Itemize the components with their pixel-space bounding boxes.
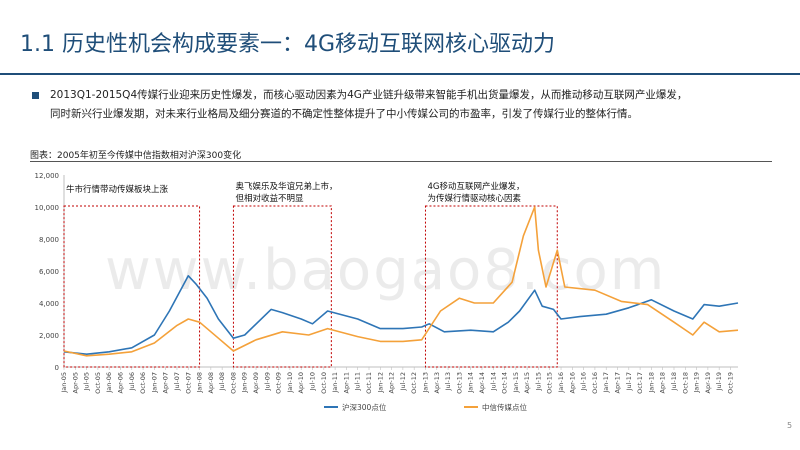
x-tick-label: Jan-14 — [467, 372, 475, 394]
page-number: 5 — [787, 421, 793, 430]
title-divider — [0, 73, 800, 75]
x-tick-label: Oct-10 — [320, 372, 328, 394]
x-tick-label: Jul-07 — [173, 372, 181, 391]
x-tick-label: Oct-14 — [501, 372, 509, 394]
x-tick-label: Jul-08 — [218, 372, 226, 391]
x-tick-label: Jan-09 — [241, 372, 249, 394]
y-tick-label: 4,000 — [39, 300, 59, 308]
series-line-media — [63, 206, 739, 357]
x-tick-label: Jan-08 — [196, 372, 204, 394]
x-tick-label: Apr-15 — [523, 372, 531, 393]
x-tick-label: Oct-09 — [275, 372, 283, 394]
y-tick-label: 0 — [55, 364, 59, 372]
bullet-square-icon — [32, 92, 39, 99]
x-tick-label: Oct-08 — [229, 372, 237, 394]
bullet-line-1: 2013Q1-2015Q4传媒行业迎来历史性爆发，而核心驱动因素为4G产业链升级… — [50, 89, 688, 101]
page-title: 1.1 历史性机会构成要素一：4G移动互联网核心驱动力 — [20, 32, 556, 57]
caption-divider — [30, 161, 772, 162]
x-tick-label: Oct-15 — [546, 372, 554, 394]
annotation-label-1: 牛市行情带动传媒板块上涨 — [66, 184, 169, 195]
x-tick-label: Jan-16 — [557, 372, 565, 394]
x-tick-label: Jan-12 — [376, 372, 384, 394]
x-tick-label: Apr-12 — [388, 372, 396, 393]
x-tick-label: Oct-11 — [365, 372, 373, 394]
x-tick-label: Apr-06 — [116, 372, 124, 393]
x-tick-label: Jan-13 — [421, 372, 429, 394]
annotation-label-3-line-1: 4G移动互联网产业爆发， — [427, 181, 524, 192]
x-tick-label: Jan-05 — [60, 372, 68, 394]
x-tick-label: Apr-17 — [614, 372, 622, 393]
x-tick-label: Apr-13 — [433, 372, 441, 393]
x-tick-label: Apr-09 — [252, 372, 260, 393]
x-tick-label: Apr-08 — [207, 372, 215, 393]
x-tick-label: Oct-12 — [410, 372, 418, 394]
annotation-label-2-line-1: 奥飞娱乐及华谊兄弟上市， — [235, 181, 337, 192]
x-tick-label: Jan-17 — [602, 372, 610, 394]
y-tick-label: 2,000 — [39, 332, 59, 340]
annotation-box-2 — [232, 205, 332, 368]
series-line-hs300 — [63, 275, 739, 355]
x-tick-label: Oct-07 — [184, 372, 192, 394]
x-tick-label: Oct-19 — [726, 372, 734, 394]
y-tick-label: 6,000 — [39, 268, 59, 276]
x-tick-label: Jan-15 — [512, 372, 520, 394]
x-tick-label: Jan-19 — [693, 372, 701, 394]
x-tick-label: Apr-14 — [478, 372, 486, 393]
x-tick-label: Apr-11 — [342, 372, 350, 393]
watermark: www.baogao8.com — [105, 238, 667, 303]
x-tick-label: Jul-14 — [489, 372, 497, 391]
x-tick-label: Apr-19 — [704, 372, 712, 393]
x-tick-label: Jul-06 — [128, 372, 136, 391]
x-tick-label: Apr-05 — [71, 372, 79, 393]
x-tick-label: Oct-06 — [139, 372, 147, 394]
x-tick-label: Apr-07 — [162, 372, 170, 393]
y-tick-label: 10,000 — [35, 204, 60, 212]
x-tick-label: Apr-10 — [297, 372, 305, 393]
x-tick-label: Jul-18 — [670, 372, 678, 391]
x-tick-label: Oct-18 — [681, 372, 689, 394]
bullet-line-2: 同时新兴行业爆发期，对未来行业格局及细分赛道的不确定性整体提升了中小传媒公司的市… — [50, 108, 638, 120]
x-tick-label: Oct-17 — [636, 372, 644, 394]
x-tick-label: Jul-15 — [534, 372, 542, 391]
annotation-label-2-line-2: 但相对收益不明显 — [235, 193, 304, 204]
chart-caption: 图表：2005年初至今传媒中信指数相对沪深300变化 — [30, 151, 242, 161]
x-tick-label: Jul-11 — [354, 372, 362, 391]
y-tick-label: 8,000 — [39, 236, 59, 244]
x-tick-label: Apr-16 — [568, 372, 576, 393]
x-tick-label: Jul-05 — [83, 372, 91, 391]
x-tick-label: Jul-13 — [444, 372, 452, 391]
x-tick-label: Jul-12 — [399, 372, 407, 391]
x-tick-label: Jan-06 — [105, 372, 113, 394]
annotation-label-3-line-2: 为传媒行情驱动核心因素 — [427, 193, 521, 204]
x-tick-label: Jan-10 — [286, 372, 294, 394]
x-tick-label: Jul-17 — [625, 372, 633, 391]
annotation-box-1 — [63, 205, 201, 368]
x-tick-label: Oct-16 — [591, 372, 599, 394]
x-tick-label: Jan-18 — [647, 372, 655, 394]
bullet-paragraph: 2013Q1-2015Q4传媒行业迎来历史性爆发，而核心驱动因素为4G产业链升级… — [50, 86, 770, 124]
x-tick-label: Apr-18 — [659, 372, 667, 393]
x-tick-label: Jan-11 — [331, 372, 339, 394]
legend-label-1: 沪深300点位 — [342, 402, 387, 412]
x-tick-label: Jan-07 — [150, 372, 158, 394]
y-tick-label: 12,000 — [35, 172, 60, 180]
x-tick-label: Oct-05 — [94, 372, 102, 394]
x-tick-label: Jul-09 — [263, 372, 271, 391]
annotation-box-3 — [424, 205, 558, 368]
x-tick-label: Jul-16 — [580, 372, 588, 391]
x-tick-label: Jul-19 — [715, 372, 723, 391]
legend-label-2: 中信传媒点位 — [482, 402, 527, 412]
x-tick-label: Jul-10 — [309, 372, 317, 391]
x-tick-label: Oct-13 — [455, 372, 463, 394]
